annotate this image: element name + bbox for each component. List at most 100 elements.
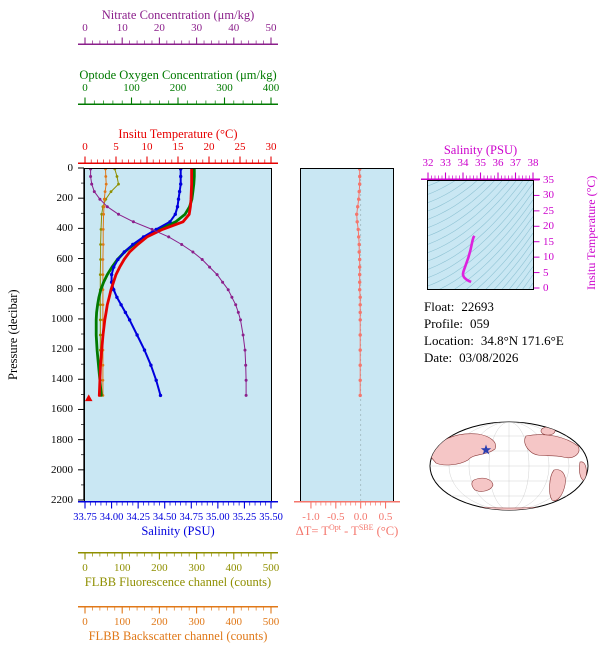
location-value: 34.8°N 171.6°E (480, 333, 564, 348)
fluorescence-axis-tick-labels: 0 100 200 300 400 500 (78, 562, 280, 575)
tick-label: 32 (422, 157, 434, 169)
pressure-axis: 0 200 400 600 800 1000 1200 1400 1600 1800 2000 220… (37, 162, 85, 506)
tick-label: 37 (510, 157, 521, 169)
tick-label: 0 (82, 562, 88, 574)
tick-label: 34.00 (99, 512, 124, 523)
ts-diagram-chart (428, 181, 533, 289)
ts-salinity-axis-tick-labels: 32 33 34 35 36 37 38 (421, 157, 540, 170)
tick-label: 50 (265, 22, 277, 34)
temperature-axis-tick-labels: 0 5 10 15 20 25 30 (78, 141, 278, 154)
delta-t-plot (300, 168, 394, 502)
tick-label: 400 (225, 616, 243, 628)
tick-label: 0 (82, 616, 88, 628)
pressure-tick-label: 1800 (51, 433, 73, 446)
oxygen-axis-line (78, 97, 278, 105)
tick-label: 400 (262, 82, 280, 94)
tick-label: 35.25 (232, 512, 257, 523)
tick-label: 200 (151, 562, 168, 574)
temperature-tick-label: 10 (543, 251, 554, 264)
tick-label: 200 (151, 616, 168, 628)
nitrate-axis-line (78, 37, 278, 45)
pressure-tick-label: 400 (56, 222, 74, 235)
tick-label: 34.50 (152, 512, 177, 523)
pressure-tick-label: 0 (67, 162, 74, 174)
nitrate-axis-title: Nitrate Concentration (μm/kg) (101, 8, 255, 22)
tick-label: 300 (188, 562, 205, 574)
pressure-axis-label: Pressure (decibar) (6, 289, 20, 381)
delta-t-axis-title: ΔT= TOpt - TSBE (°C) (294, 523, 400, 538)
density-contours (428, 181, 533, 289)
profile-value: 059 (470, 316, 490, 331)
delta-t-axis: -1.0 -0.5 0.0 0.5 ΔT= TOpt - TSBE (°C) (294, 501, 400, 538)
ts-temperature-axis-ticks (534, 179, 540, 289)
tick-label: 40 (228, 22, 240, 34)
date-row: Date: 03/08/2026 (424, 349, 604, 366)
temperature-tick-label: 25 (543, 204, 554, 217)
date-label: Date: (424, 350, 453, 365)
tick-label: 34 (457, 157, 469, 169)
ts-salinity-axis-line (421, 172, 540, 180)
pressure-tick-label: 1600 (51, 403, 73, 416)
series-t-s-profile (461, 234, 476, 284)
pressure-tick-label: 1400 (51, 373, 73, 386)
pressure-tick-label: 2000 (51, 463, 73, 476)
tick-label: 30 (265, 141, 277, 153)
delta-t-axis-tick-labels: -1.0 -0.5 0.0 0.5 (294, 511, 400, 524)
pressure-tick-label: 1200 (51, 343, 73, 356)
ts-temperature-tick-labels: 0 5 10 15 20 25 30 35 (534, 174, 560, 294)
tick-label: 35 (475, 157, 486, 169)
series-insitu-temperature-c- (97, 169, 193, 397)
tick-label: 200 (169, 82, 187, 94)
ts-temperature-axis-label: Insitu Temperature (°C) (584, 175, 598, 291)
tick-label: 500 (262, 616, 280, 628)
fluorescence-axis: 0 100 200 300 400 500 FLBB Fluorescence chann… (78, 552, 280, 589)
tick-label: 500 (262, 562, 280, 574)
delta-t-title-part: ΔT= T (295, 524, 329, 538)
tick-label: 10 (141, 141, 153, 153)
tick-label: 100 (113, 562, 131, 574)
fluorescence-axis-title: FLBB Fluorescence channel (counts) (84, 575, 272, 589)
pressure-tick-label: 200 (56, 192, 74, 205)
tick-label: 100 (113, 616, 131, 628)
series-salinity-psu- (109, 169, 183, 398)
pressure-tick-label: 800 (56, 282, 74, 295)
nitrate-axis-tick-labels: 0 10 20 30 40 50 (78, 22, 278, 35)
tick-label: 15 (172, 141, 184, 153)
float-label: Float: (424, 299, 455, 314)
delta-t-chart (355, 169, 362, 501)
tick-label: 300 (216, 82, 233, 94)
backscatter-axis-title: FLBB Backscatter channel (counts) (88, 629, 268, 643)
profile-label: Profile: (424, 316, 463, 331)
float-info: Float: 22693 Profile: 059 Location: 34.8°N … (424, 298, 604, 366)
temperature-tick-label: 30 (543, 189, 554, 202)
delta-t-axis-line (294, 501, 400, 509)
tick-label: 0.5 (378, 511, 393, 523)
temperature-tick-label: 20 (543, 220, 554, 233)
ts-temperature-axis: 0 5 10 15 20 25 30 35 (534, 174, 560, 294)
tick-label: 34.75 (179, 512, 204, 523)
nitrate-axis: Nitrate Concentration (μm/kg) 0 10 20 30 40 5… (78, 8, 278, 45)
oxygen-axis: Optode Oxygen Concentration (μm/kg) 0 100… (78, 68, 280, 105)
tick-label: 20 (203, 141, 215, 153)
world-map (429, 421, 589, 511)
delta-t-title-part: - T (340, 524, 359, 538)
profile-row: Profile: 059 (424, 315, 604, 332)
date-value: 03/08/2026 (459, 350, 519, 365)
tick-label: 0 (82, 82, 88, 94)
oxygen-axis-title: Optode Oxygen Concentration (μm/kg) (79, 68, 277, 82)
main-profile-chart (85, 169, 248, 402)
tick-label: 20 (153, 22, 165, 34)
salinity-axis-line (78, 501, 278, 509)
temperature-tick-label: 15 (543, 235, 554, 248)
tick-label: 35.00 (206, 512, 230, 523)
tick-label: 5 (113, 141, 119, 153)
pressure-tick-labels: 0 200 400 600 800 1000 1200 1400 1600 1800 2000 220… (37, 162, 85, 506)
float-id-row: Float: 22693 (424, 298, 604, 315)
salinity-axis: 33.75 34.00 34.25 34.50 34.75 35.00 35.25 35.50… (73, 501, 283, 538)
temperature-tick-label: 5 (543, 266, 549, 279)
tick-label: 30 (191, 22, 203, 34)
backscatter-axis-tick-labels: 0 100 200 300 400 500 (78, 616, 280, 629)
tick-label: 0 (82, 22, 88, 34)
temperature-axis-title: Insitu Temperature (°C) (118, 127, 238, 141)
